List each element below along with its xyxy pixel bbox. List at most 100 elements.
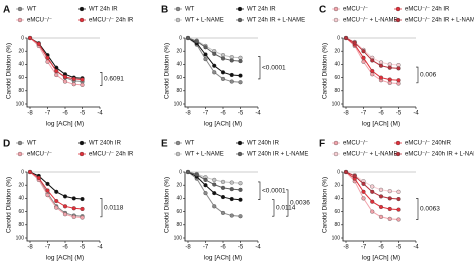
y-tick-label: 40 <box>18 62 24 68</box>
data-point <box>220 210 226 215</box>
y-tick-label: 80 <box>334 88 340 94</box>
x-tick-label: -6 <box>62 245 68 251</box>
data-point <box>361 49 366 54</box>
data-point <box>352 173 357 179</box>
data-point <box>229 187 234 192</box>
x-tick-label: -5 <box>396 111 402 117</box>
y-tick-label: 0 <box>179 35 182 41</box>
data-point <box>54 198 59 204</box>
significance-label: <0.0001 <box>262 188 286 195</box>
data-point <box>54 205 59 210</box>
data-point <box>220 56 226 61</box>
panel-label: E <box>161 139 168 150</box>
axes <box>342 172 416 242</box>
data-point <box>212 177 217 182</box>
data-point <box>71 214 76 219</box>
data-point <box>212 204 217 209</box>
data-point <box>238 59 243 64</box>
data-point <box>396 197 401 202</box>
data-point <box>203 177 208 182</box>
data-point <box>185 169 191 175</box>
y-tick-label: 0 <box>179 169 182 175</box>
axes <box>26 172 100 242</box>
legend-label: eMCU⁻/⁻ + L-NAME <box>343 152 398 158</box>
x-tick-label: -7 <box>203 245 209 251</box>
axes <box>184 38 258 108</box>
legend-label: WT <box>27 141 37 147</box>
data-point <box>203 52 208 57</box>
legend-marker <box>17 17 23 23</box>
data-point <box>62 204 68 209</box>
y-tick-label: 0 <box>21 35 24 41</box>
data-point <box>203 45 208 50</box>
y-tick-label: 20 <box>334 183 340 189</box>
x-tick-label: -7 <box>45 111 51 117</box>
data-point <box>396 66 401 71</box>
y-tick-label: 60 <box>18 75 24 81</box>
data-point <box>361 59 366 64</box>
x-tick-label: -7 <box>203 111 209 117</box>
data-point <box>71 82 76 87</box>
data-point <box>45 193 50 198</box>
legend-marker <box>79 17 85 23</box>
legend-marker <box>175 151 181 157</box>
legend-label: WT 24h IR + L-NAME <box>247 18 305 24</box>
legend-marker <box>175 140 181 146</box>
data-point <box>378 204 384 210</box>
y-tick-label: 40 <box>334 196 340 202</box>
data-point <box>220 179 226 184</box>
data-point <box>229 72 234 78</box>
data-point <box>71 206 76 211</box>
y-tick-label: 40 <box>18 196 24 202</box>
y-tick-label: 20 <box>176 49 182 55</box>
data-point <box>220 70 226 75</box>
significance-bracket <box>258 181 261 201</box>
y-tick-label: 80 <box>334 222 340 228</box>
x-tick-label: -7 <box>361 245 367 251</box>
data-point <box>27 169 33 175</box>
data-point <box>212 191 217 196</box>
y-axis-label: Carotid Dilation (%) <box>164 43 171 99</box>
y-tick-label: 80 <box>176 222 182 228</box>
data-point <box>361 189 366 194</box>
data-point <box>203 191 208 196</box>
data-point <box>220 76 226 81</box>
significance-bracket <box>100 72 103 86</box>
data-point <box>396 217 401 222</box>
x-tick-label: -5 <box>238 111 244 117</box>
data-point <box>387 196 392 201</box>
data-point <box>54 189 59 194</box>
data-point <box>45 59 50 64</box>
x-axis-label: log [ACh] (M) <box>362 121 400 128</box>
legend-marker <box>237 6 243 12</box>
significance-label: 0.0036 <box>290 200 310 207</box>
x-tick-label: -7 <box>45 245 51 251</box>
y-tick-label: 80 <box>18 88 24 94</box>
data-point <box>370 184 375 189</box>
significance-label: 0.0114 <box>276 205 296 212</box>
y-tick-label: 60 <box>18 209 24 215</box>
y-tick-label: 60 <box>334 75 340 81</box>
legend-label: eMCU⁻/⁻ 24h IR + L-NAME <box>405 18 474 24</box>
y-tick-label: 60 <box>334 209 340 215</box>
axes <box>26 38 100 108</box>
data-point <box>370 209 375 214</box>
y-axis-label: Carotid Dilation (%) <box>6 43 13 99</box>
data-point <box>220 195 226 200</box>
legend-label: WT <box>185 7 195 13</box>
data-point <box>361 181 366 186</box>
data-point <box>370 68 375 74</box>
y-tick-label: 0 <box>21 169 24 175</box>
y-tick-label: 60 <box>176 75 182 81</box>
y-tick-label: 100 <box>16 101 25 107</box>
significance-label: 0.6091 <box>104 76 124 83</box>
y-tick-label: 60 <box>176 209 182 215</box>
x-tick-label: -4 <box>255 245 261 251</box>
data-point <box>238 73 243 78</box>
data-point <box>387 206 392 212</box>
legend-marker <box>17 6 23 12</box>
x-axis-label: log [ACh] (M) <box>204 121 242 128</box>
data-point <box>387 216 392 221</box>
legend-marker <box>333 6 339 12</box>
